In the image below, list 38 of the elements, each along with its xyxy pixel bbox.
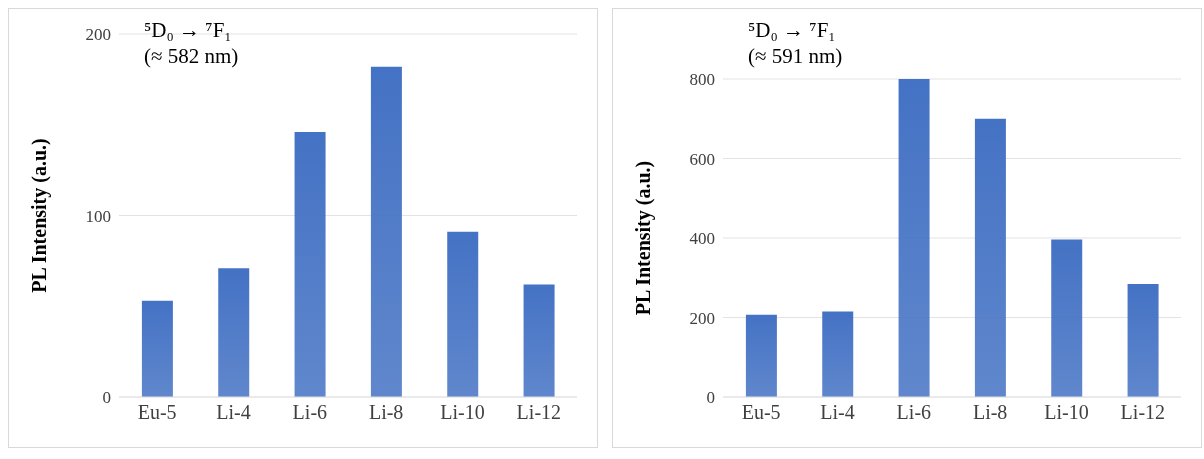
bar <box>447 231 479 397</box>
y-tick-label: 0 <box>102 388 111 408</box>
x-tick-label: Li-8 <box>972 401 1008 424</box>
bar <box>822 311 854 397</box>
y-tick-label: 200 <box>85 25 111 45</box>
y-tick-label: 400 <box>689 229 715 249</box>
bar <box>745 314 777 397</box>
text: ⁵D₀ → ⁷F₁ <box>748 17 837 43</box>
y-tick-label: 800 <box>689 70 715 90</box>
x-tick-label: Li-10 <box>1044 401 1089 424</box>
x-tick-label: Li-12 <box>516 401 562 424</box>
x-tick-label: Li-12 <box>1120 401 1166 424</box>
x-tick-label: Eu-5 <box>137 401 177 424</box>
x-tick-label: Eu-5 <box>741 401 781 424</box>
bar <box>141 300 173 397</box>
bar <box>523 284 555 397</box>
annotation: (≈ 582 nm) <box>144 43 239 69</box>
bar <box>294 132 326 397</box>
bar <box>974 118 1006 397</box>
bar <box>1051 239 1083 397</box>
bar <box>898 79 930 397</box>
y-tick-label: 100 <box>85 206 111 226</box>
y-tick-label: 600 <box>689 149 715 169</box>
y-tick-label: 0 <box>706 388 715 408</box>
x-tick-label: Li-6 <box>292 401 328 424</box>
annotation: ⁵D₀ → ⁷F₁ <box>144 17 233 43</box>
bar <box>370 66 402 397</box>
bar <box>1127 284 1159 397</box>
text: (≈ 591 nm) <box>748 43 843 69</box>
x-tick-label: Li-8 <box>368 401 404 424</box>
bar <box>218 268 250 397</box>
x-tick-label: Li-4 <box>820 401 855 424</box>
x-tick-label: Li-4 <box>216 401 251 424</box>
y-tick-label: 200 <box>689 308 715 328</box>
y-axis-title: PL Intensity (a.u.) <box>28 138 52 293</box>
x-tick-label: Li-6 <box>896 401 932 424</box>
y-axis-title: PL Intensity (a.u.) <box>632 160 656 316</box>
x-tick-label: Li-10 <box>440 401 485 424</box>
